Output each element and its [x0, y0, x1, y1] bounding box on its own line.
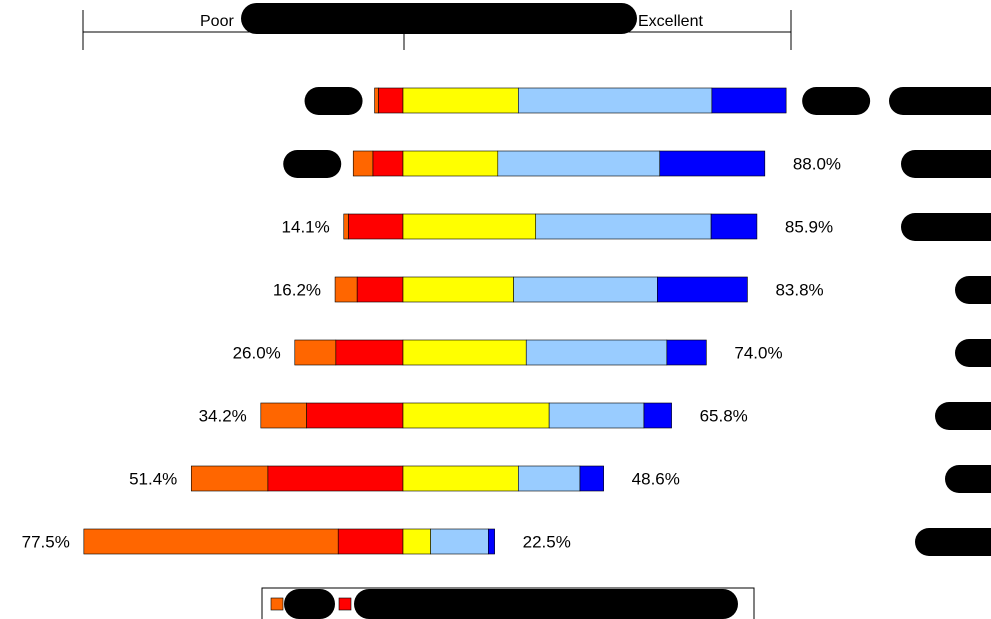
left-percent-label: 26.0%: [233, 344, 281, 363]
left-percent-label: 16.2%: [273, 281, 321, 300]
legend-swatch-fair: [338, 597, 352, 611]
right-percent-label: 22.5%: [523, 533, 571, 552]
redaction-block: [802, 87, 871, 115]
bar-segment-poor: [343, 213, 349, 240]
redaction-block: [955, 276, 991, 304]
redaction-block: [955, 339, 991, 367]
bar-segment-good: [402, 402, 550, 429]
redaction-block: [354, 589, 738, 619]
bar-segment-fair: [348, 213, 404, 240]
bar-segment-good: [402, 339, 527, 366]
bar-segment-fair: [306, 402, 404, 429]
bars-group: 88.0% 14.1% 85.9% 16.2% 83.8% 26.0% 74.0% 34.2%…: [22, 87, 991, 556]
bar-segment-poor: [352, 150, 374, 177]
scale-label-excellent: Excellent: [638, 13, 703, 30]
right-percent-label: 88.0%: [793, 155, 841, 174]
bar-segment-excellent: [666, 339, 707, 366]
bar-segment-good: [402, 465, 519, 492]
right-percent-label: 83.8%: [775, 281, 823, 300]
bar-segment-fair: [267, 465, 404, 492]
bar-segment-poor: [334, 276, 358, 303]
bar-segment-excellent: [659, 150, 766, 177]
left-percent-label: 34.2%: [199, 407, 247, 426]
bar-segment-poor: [83, 528, 339, 555]
bar-segment-fair: [335, 339, 404, 366]
right-percent-label: 85.9%: [785, 218, 833, 237]
bar-segment-very-good: [525, 339, 668, 366]
bar-segment-poor: [374, 87, 379, 114]
bar-segment-excellent: [579, 465, 604, 492]
left-percent-label: 77.5%: [22, 533, 70, 552]
legend: [261, 587, 755, 619]
bar-segment-excellent: [711, 87, 787, 114]
left-percent-label: 14.1%: [282, 218, 330, 237]
bar-segment-excellent: [488, 528, 495, 555]
legend-swatch-poor: [270, 597, 284, 611]
bar-segment-fair: [378, 87, 404, 114]
bar-segment-very-good: [518, 465, 581, 492]
redaction-block: [901, 150, 991, 178]
right-percent-label: 65.8%: [700, 407, 748, 426]
bar-segment-very-good: [518, 87, 713, 114]
redaction-block: [283, 150, 342, 178]
redaction-block: [915, 528, 991, 556]
scale-ruler: Poor Excellent: [82, 3, 792, 50]
right-percent-label: 48.6%: [632, 470, 680, 489]
bar-segment-very-good: [430, 528, 489, 555]
bar-segment-fair: [372, 150, 404, 177]
bar-segment-good: [402, 150, 499, 177]
bar-segment-excellent: [657, 276, 748, 303]
bar-segment-poor: [190, 465, 269, 492]
bar-segment-excellent: [710, 213, 758, 240]
bar-segment-fair: [337, 528, 404, 555]
bar-segment-very-good: [513, 276, 658, 303]
bar-segment-poor: [260, 402, 307, 429]
redaction-block: [304, 87, 363, 115]
bar-segment-very-good: [497, 150, 661, 177]
scale-label-poor: Poor: [200, 13, 234, 30]
redaction-block: [935, 402, 991, 430]
redaction-block: [901, 213, 991, 241]
redaction-block: [945, 465, 991, 493]
bar-segment-good: [402, 528, 431, 555]
right-percent-label: 74.0%: [734, 344, 782, 363]
bar-segment-very-good: [535, 213, 712, 240]
redaction-block: [241, 3, 637, 34]
bar-segment-poor: [294, 339, 337, 366]
left-percent-label: 51.4%: [129, 470, 177, 489]
redaction-block: [889, 87, 991, 115]
bar-segment-good: [402, 213, 537, 240]
bar-segment-very-good: [548, 402, 645, 429]
bar-segment-excellent: [643, 402, 672, 429]
redaction-block: [284, 589, 335, 619]
bar-segment-good: [402, 276, 514, 303]
bar-segment-good: [402, 87, 519, 114]
bar-segment-fair: [356, 276, 404, 303]
